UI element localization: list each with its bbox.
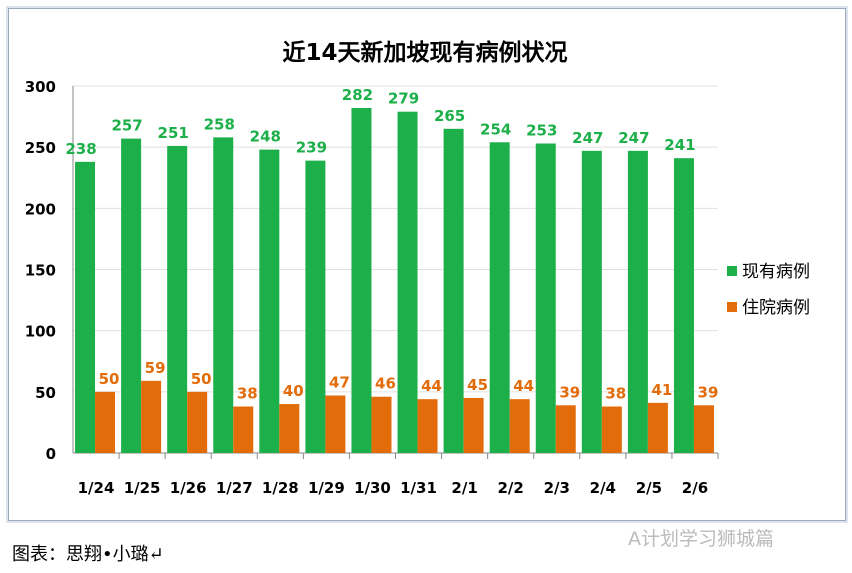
bar-hospitalized [463,397,484,453]
data-label: 257 [111,117,142,135]
x-tick-label: 2/3 [544,479,570,497]
x-tick-label: 2/4 [590,479,616,497]
bar-active [259,149,280,453]
data-label: 39 [698,383,719,401]
bar-active [443,128,464,454]
bar-hospitalized [647,402,668,453]
x-tick-label: 2/5 [636,479,662,497]
legend-swatch [727,266,737,276]
bar-active [351,108,372,454]
bar-hospitalized [555,405,576,453]
bar-active [627,150,648,453]
data-label: 50 [191,370,212,388]
bar-hospitalized [279,404,300,453]
y-tick-label: 200 [25,200,56,218]
bar-hospitalized [187,391,208,453]
caption: 图表：思翔•小璐↵ [12,544,164,565]
bar-hospitalized [371,396,392,453]
bar-active [535,143,556,453]
data-label: 247 [572,129,603,147]
bar-active [489,142,510,454]
bar-hospitalized [417,399,438,453]
data-label: 254 [480,120,511,138]
legend-label: 住院病例 [742,298,810,318]
bar-hospitalized [601,406,622,453]
bar-hospitalized [95,391,116,453]
y-tick-label: 50 [35,384,56,402]
x-tick-label: 1/28 [262,479,299,497]
data-label: 59 [145,359,166,377]
y-tick-label: 300 [25,78,56,96]
y-tick-label: 0 [46,445,56,463]
watermark: A计划学习狮城篇 [628,528,774,550]
data-label: 265 [434,107,465,125]
data-label: 258 [204,115,235,133]
data-label: 38 [237,385,258,403]
data-label: 44 [421,377,442,395]
data-label: 282 [342,86,373,104]
y-tick-label: 250 [25,139,56,157]
data-label: 239 [296,139,327,157]
x-tick-label: 1/30 [354,479,391,497]
y-tick-label: 100 [25,323,56,341]
data-label: 50 [99,370,120,388]
data-label: 46 [375,375,396,393]
legend-label: 现有病例 [742,262,810,282]
data-label: 45 [467,376,488,394]
bar-hospitalized [233,406,254,453]
x-tick-label: 1/25 [124,479,161,497]
x-tick-label: 2/6 [682,479,708,497]
bar-active [673,158,694,453]
bar-hospitalized [325,395,346,453]
data-label: 238 [65,140,96,158]
data-label: 251 [158,124,189,142]
legend-swatch [727,302,737,312]
data-label: 253 [526,121,557,139]
x-tick-label: 1/31 [400,479,437,497]
data-label: 248 [250,128,281,146]
data-label: 241 [664,136,695,154]
bar-hospitalized [509,399,530,453]
data-label: 247 [618,129,649,147]
x-tick-label: 1/27 [216,479,253,497]
bar-hospitalized [141,380,162,453]
x-tick-label: 1/26 [170,479,207,497]
x-tick-label: 2/2 [497,479,523,497]
bar-active [397,111,418,453]
data-label: 38 [605,385,626,403]
bar-active [581,150,602,453]
bar-active [75,161,96,453]
y-tick-label: 150 [25,262,56,280]
bar-active [213,137,234,453]
chart-title: 近14天新加坡现有病例状况 [282,39,567,66]
bar-active [167,145,188,453]
bar-active [305,160,326,453]
data-label: 279 [388,90,419,108]
data-label: 44 [513,377,534,395]
chart-frame [8,8,846,521]
data-label: 40 [283,382,304,400]
data-label: 39 [559,383,580,401]
x-tick-label: 1/24 [78,479,115,497]
bar-hospitalized [693,405,714,453]
data-label: 41 [651,381,672,399]
x-tick-label: 1/29 [308,479,345,497]
data-label: 47 [329,374,350,392]
bar-active [121,138,142,453]
x-tick-label: 2/1 [451,479,477,497]
